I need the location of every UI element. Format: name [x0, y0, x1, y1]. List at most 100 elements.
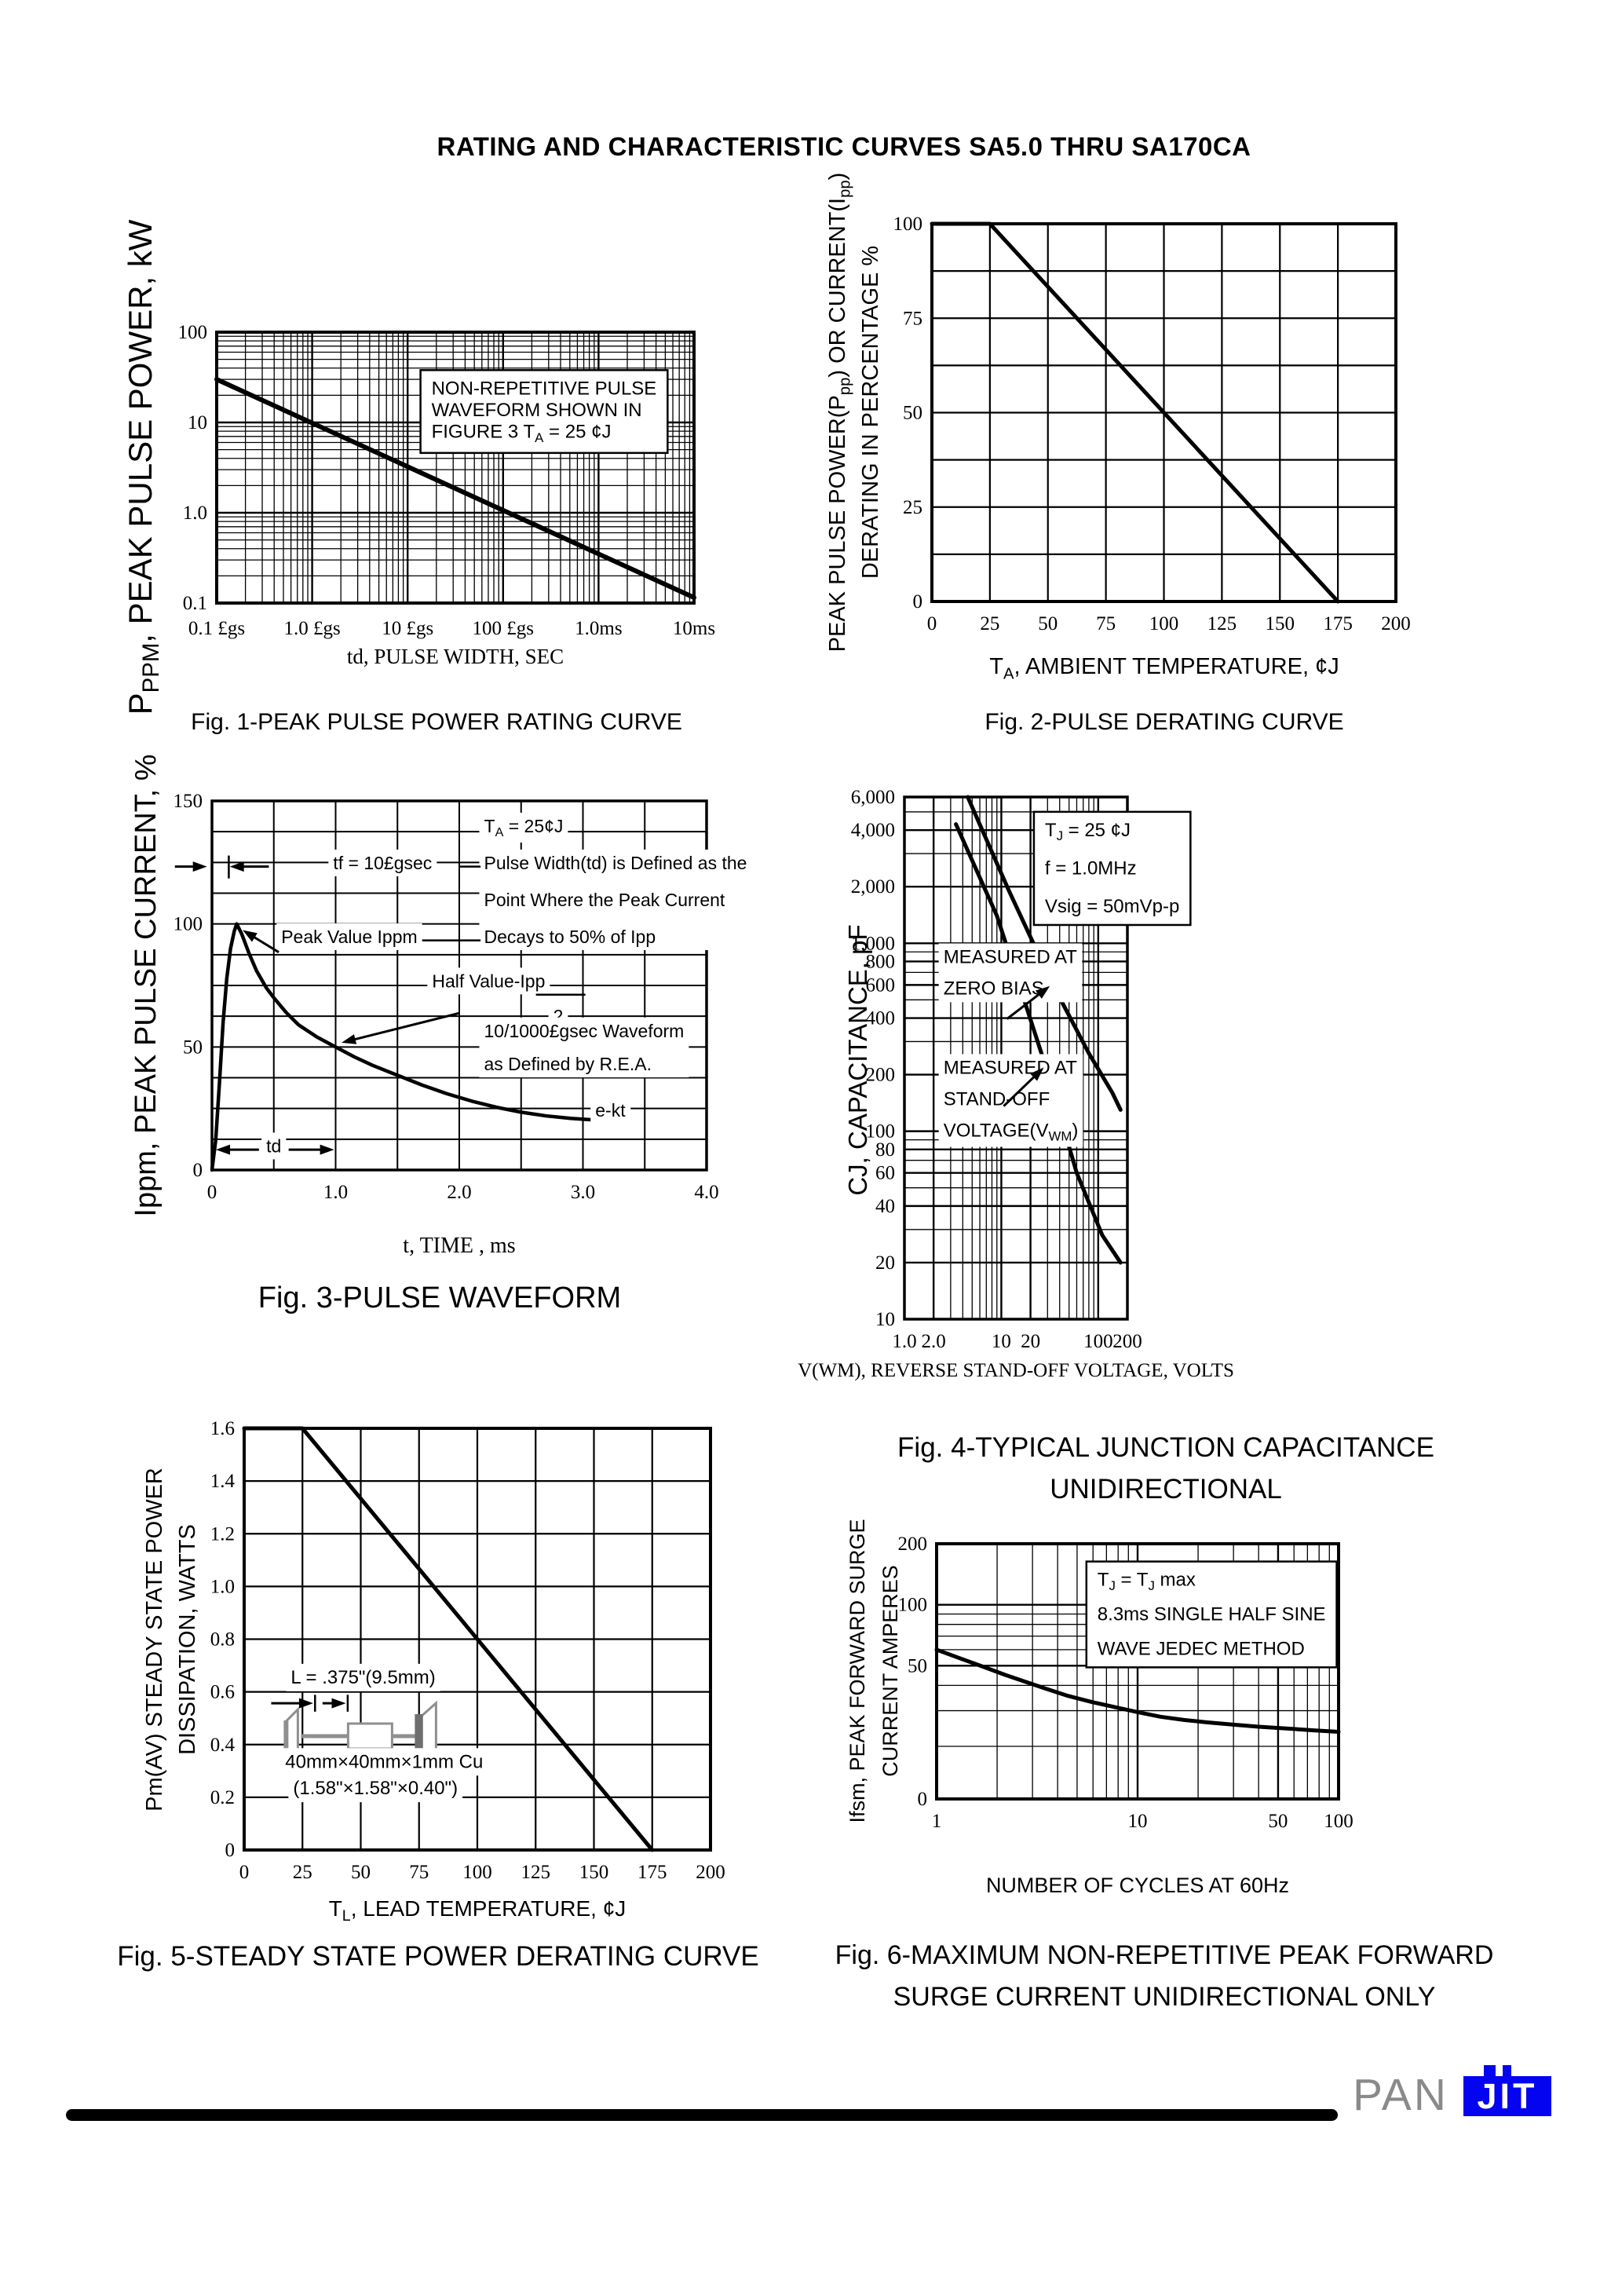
fig5-annotation-3: [322, 1698, 346, 1709]
svg-text:1.6: 1.6: [210, 1418, 235, 1439]
svg-text:8.3ms SINGLE HALF SINE: 8.3ms SINGLE HALF SINE: [1098, 1604, 1326, 1625]
svg-text:as Defined by R.E.A.: as Defined by R.E.A.: [484, 1054, 652, 1074]
svg-text:50: 50: [908, 1655, 927, 1676]
axial-component-drawing: [283, 1700, 437, 1771]
fig2-y-axis-label-0: PEAK PULSE POWER(Ppp) OR CURRENT(Ipp): [825, 173, 853, 653]
svg-text:100: 100: [1083, 1331, 1113, 1352]
fig6-y-axis-label-1: CURRENT AMPERES: [879, 1565, 902, 1777]
svg-text:tf = 10£gsec: tf = 10£gsec: [333, 853, 432, 873]
fig2-y-ticks: 0 25 50 75 100: [893, 214, 923, 612]
fig5-annotation-7: (1.58"×1.58"×0.40"): [288, 1775, 463, 1803]
fig4-plot-border: [903, 795, 1129, 1321]
svg-text:10ms: 10ms: [673, 618, 715, 639]
fig3-y-ticks: 0 50 100 150: [174, 791, 203, 1181]
svg-text:600: 600: [866, 974, 896, 996]
figure-4-caption: Fig. 4-TYPICAL JUNCTION CAPACITANCE UNID…: [832, 1428, 1500, 1510]
fig4-annotation-4: [1003, 1067, 1044, 1107]
fig2-y-axis-label-1: DERATING IN PERCENTAGE %: [858, 246, 883, 579]
page-title: RATING AND CHARACTERISTIC CURVES SA5.0 T…: [437, 132, 1251, 161]
svg-text:25: 25: [293, 1862, 312, 1883]
svg-text:1.0: 1.0: [210, 1576, 235, 1597]
svg-text:10: 10: [992, 1331, 1011, 1352]
fig2-grid: [932, 224, 1396, 601]
figure-3-caption: Fig. 3-PULSE WAVEFORM: [258, 1281, 622, 1314]
fig5-x-ticks: 0 25 50 75 100 125 150 175 200: [239, 1862, 725, 1883]
fig4-annotation-3: MEASURED AT STAND-OFF VOLTAGE(VWM): [938, 1054, 1083, 1147]
fig4-y-axis-label-0: CJ, CAPACITANCE, pF: [843, 924, 872, 1195]
figure-4-caption-line-1: Fig. 4-TYPICAL JUNCTION CAPACITANCE: [897, 1432, 1434, 1463]
svg-text:1.0 £gs: 1.0 £gs: [283, 618, 340, 639]
svg-text:(1.58"×1.58"×0.40"): (1.58"×1.58"×0.40"): [293, 1778, 458, 1799]
svg-text:TA = 25¢J: TA = 25¢J: [484, 816, 564, 839]
svg-text:25: 25: [903, 497, 922, 518]
svg-text:2.0: 2.0: [922, 1331, 946, 1352]
svg-text:100 £gs: 100 £gs: [473, 618, 534, 639]
fig6-y-axis-label-0: Ifsm, PEAK FORWARD SURGE: [846, 1519, 869, 1823]
fig5-y-axis-label-1: DISSIPATION, WATTS: [175, 1524, 200, 1755]
svg-text:75: 75: [1096, 613, 1116, 634]
svg-text:20: 20: [875, 1252, 895, 1274]
svg-text:0: 0: [918, 1789, 928, 1810]
svg-text:50: 50: [1268, 1811, 1288, 1832]
svg-text:10 £gs: 10 £gs: [382, 618, 433, 639]
svg-text:0: 0: [207, 1182, 217, 1203]
svg-text:200: 200: [898, 1534, 928, 1555]
svg-text:40mm×40mm×1mm Cu: 40mm×40mm×1mm Cu: [285, 1751, 483, 1772]
fig5-annotation-0: L = .375"(9.5mm): [286, 1663, 440, 1691]
fig5-x-axis-label: TL, LEAD TEMPERATURE, ¢J: [329, 1896, 627, 1925]
figure-4-caption-line-2: UNIDIRECTIONAL: [1050, 1473, 1282, 1504]
fig2-chart: 0 25 50 75 100 125 150 175 200 0 25 50 75 100 PEAK PUL…: [825, 173, 1411, 683]
svg-text:Point Where the Peak Current: Point Where the Peak Current: [484, 890, 725, 910]
fig3-x-axis-label: t, TIME , ms: [403, 1234, 515, 1258]
svg-text:1.4: 1.4: [210, 1471, 236, 1492]
fig6-x-ticks: 1 10 50 100: [932, 1811, 1353, 1832]
svg-text:150: 150: [174, 791, 203, 812]
figure-6-caption: Fig. 6-MAXIMUM NON-REPETITIVE PEAK FORWA…: [799, 1935, 1529, 2017]
svg-text:175: 175: [1323, 613, 1353, 634]
svg-text:1: 1: [932, 1811, 942, 1832]
figure-2-caption: Fig. 2-PULSE DERATING CURVE: [985, 709, 1344, 735]
fig1-y-axis-label-0: PPPM, PEAK PULSE POWER, kW: [122, 219, 164, 715]
fig3-plot-border: [210, 799, 708, 1172]
fig5-annotation-6: 40mm×40mm×1mm Cu: [280, 1748, 488, 1776]
svg-text:200: 200: [1112, 1331, 1142, 1352]
svg-text:100: 100: [462, 1862, 492, 1883]
fig1-x-ticks: 0.1 £gs 1.0 £gs 10 £gs 100 £gs 1.0ms 10ms: [188, 618, 715, 639]
fig1-plot-border: [215, 331, 696, 605]
fig6-chart: TJ = TJ max 8.3ms SINGLE HALF SINE WAVE JE…: [846, 1519, 1353, 1897]
svg-text:10: 10: [875, 1309, 895, 1330]
fig3-annotation-1: Pulse Width(td) is Defined as the Point W…: [479, 849, 752, 950]
svg-text:0.8: 0.8: [210, 1629, 235, 1651]
svg-text:100: 100: [1149, 613, 1179, 634]
svg-text:f = 1.0MHz: f = 1.0MHz: [1045, 857, 1137, 879]
svg-text:0: 0: [913, 591, 923, 612]
svg-text:100: 100: [866, 1121, 896, 1143]
fig4-curve-measured-at-zero-bias: [966, 795, 1123, 1112]
fig3-annotation-11: 10/1000£gsec Waveform as Defined by R.E.A…: [479, 1017, 689, 1078]
svg-text:100: 100: [1324, 1811, 1353, 1832]
fig3-annotation-14: [216, 1144, 259, 1155]
fig5-annotation-5: [283, 1700, 437, 1771]
fig3-annotation-16: [174, 861, 207, 872]
svg-text:2.0: 2.0: [447, 1182, 471, 1203]
svg-text:60: 60: [875, 1163, 895, 1184]
fig6-y-ticks: 0 50 100 200: [898, 1534, 928, 1810]
figure-6-caption-line-1: Fig. 6-MAXIMUM NON-REPETITIVE PEAK FORWA…: [835, 1940, 1494, 1970]
svg-text:TJ = TJ max: TJ = TJ max: [1098, 1570, 1196, 1593]
fig1-x-axis-label: td, PULSE WIDTH, SEC: [347, 645, 564, 668]
svg-text:TJ = 25 ¢J: TJ = 25 ¢J: [1045, 820, 1131, 843]
fig2-plot-border: [930, 222, 1397, 603]
svg-text:1.0: 1.0: [183, 503, 207, 524]
fig4-x-axis-label: V(WM), REVERSE STAND-OFF VOLTAGE, VOLTS: [798, 1360, 1234, 1381]
logo-j-dot-icon: [1484, 2065, 1496, 2077]
fig3-chart: TA = 25¢J Pulse Width(td) is Defined as t…: [130, 754, 752, 1258]
svg-text:FIGURE 3 TA = 25 ¢J: FIGURE 3 TA = 25 ¢J: [432, 422, 612, 445]
svg-text:L = .375"(9.5mm): L = .375"(9.5mm): [290, 1667, 435, 1688]
fig6-annotation-0: TJ = TJ max 8.3ms SINGLE HALF SINE WAVE JE…: [1085, 1560, 1338, 1669]
svg-text:Vsig = 50mVp-p: Vsig = 50mVp-p: [1045, 896, 1179, 917]
fig3-annotation-0: TA = 25¢J: [479, 812, 568, 843]
